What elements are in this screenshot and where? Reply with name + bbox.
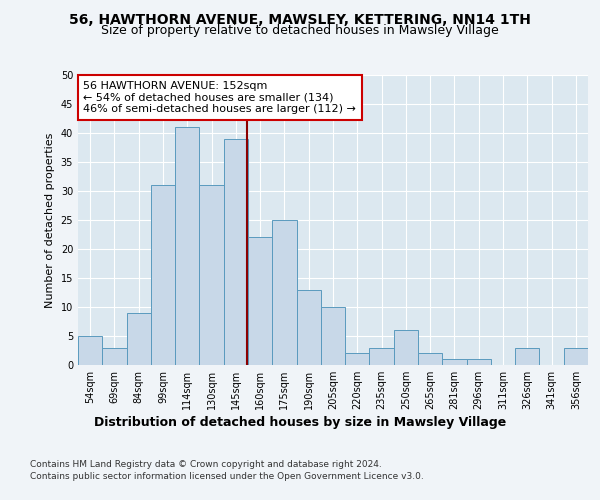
Text: 56, HAWTHORN AVENUE, MAWSLEY, KETTERING, NN14 1TH: 56, HAWTHORN AVENUE, MAWSLEY, KETTERING,… bbox=[69, 12, 531, 26]
Bar bbox=[467, 359, 491, 365]
Bar bbox=[224, 139, 248, 365]
Bar bbox=[321, 307, 345, 365]
Bar bbox=[151, 185, 175, 365]
Text: Contains HM Land Registry data © Crown copyright and database right 2024.: Contains HM Land Registry data © Crown c… bbox=[30, 460, 382, 469]
Bar bbox=[418, 354, 442, 365]
Bar bbox=[199, 185, 224, 365]
Text: 56 HAWTHORN AVENUE: 152sqm
← 54% of detached houses are smaller (134)
46% of sem: 56 HAWTHORN AVENUE: 152sqm ← 54% of deta… bbox=[83, 81, 356, 114]
Bar bbox=[564, 348, 588, 365]
Bar bbox=[248, 238, 272, 365]
Bar bbox=[175, 127, 199, 365]
Bar bbox=[345, 354, 370, 365]
Bar bbox=[272, 220, 296, 365]
Bar bbox=[515, 348, 539, 365]
Bar bbox=[394, 330, 418, 365]
Bar bbox=[442, 359, 467, 365]
Bar bbox=[78, 336, 102, 365]
Bar bbox=[296, 290, 321, 365]
Bar bbox=[102, 348, 127, 365]
Bar bbox=[370, 348, 394, 365]
Text: Size of property relative to detached houses in Mawsley Village: Size of property relative to detached ho… bbox=[101, 24, 499, 37]
Text: Contains public sector information licensed under the Open Government Licence v3: Contains public sector information licen… bbox=[30, 472, 424, 481]
Text: Distribution of detached houses by size in Mawsley Village: Distribution of detached houses by size … bbox=[94, 416, 506, 429]
Bar bbox=[127, 313, 151, 365]
Y-axis label: Number of detached properties: Number of detached properties bbox=[45, 132, 55, 308]
